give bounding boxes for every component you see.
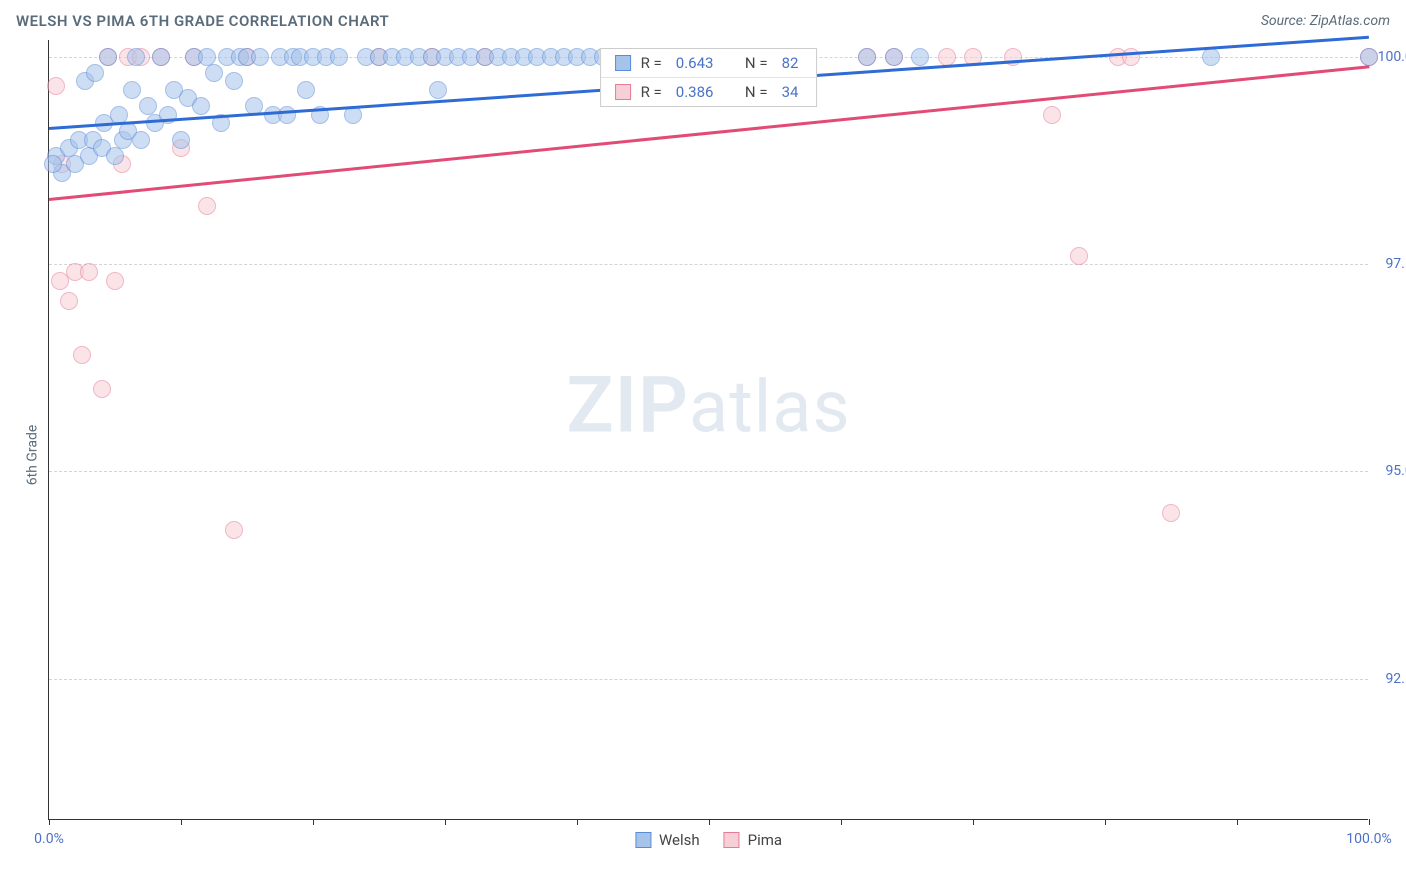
scatter-point	[80, 263, 98, 281]
y-axis-label: 6th Grade	[24, 425, 40, 486]
scatter-point	[1360, 48, 1378, 66]
x-tick-mark	[1369, 819, 1370, 825]
gridline	[49, 679, 1368, 680]
scatter-point	[132, 131, 150, 149]
watermark: ZIPatlas	[566, 361, 850, 452]
chart-source: Source: ZipAtlas.com	[1261, 13, 1390, 29]
scatter-point	[251, 48, 269, 66]
legend-swatch	[635, 832, 651, 848]
legend-swatch	[615, 55, 631, 71]
scatter-point	[93, 380, 111, 398]
scatter-point	[205, 64, 223, 82]
scatter-point	[106, 147, 124, 165]
x-tick-mark	[49, 819, 50, 825]
scatter-point	[127, 48, 145, 66]
scatter-point	[225, 72, 243, 90]
scatter-point	[60, 292, 78, 310]
scatter-point	[1043, 106, 1061, 124]
scatter-point	[330, 48, 348, 66]
x-tick-mark	[1237, 819, 1238, 825]
legend-item: Welsh	[635, 831, 700, 849]
scatter-point	[297, 81, 315, 99]
x-tick-mark	[445, 819, 446, 825]
scatter-point	[44, 155, 62, 173]
scatter-point	[858, 48, 876, 66]
legend-item: Pima	[724, 831, 782, 849]
legend-label: Welsh	[659, 831, 700, 849]
y-tick-label: 97.5%	[1385, 256, 1406, 272]
x-tick-mark	[1105, 819, 1106, 825]
x-tick-mark	[577, 819, 578, 825]
scatter-point	[172, 131, 190, 149]
scatter-plot: ZIPatlas 100.0%97.5%95.0%92.5%0.0%100.0%…	[48, 40, 1368, 820]
stats-row: R =0.643 N =82	[601, 49, 817, 78]
x-tick-mark	[313, 819, 314, 825]
scatter-point	[99, 48, 117, 66]
scatter-point	[106, 272, 124, 290]
scatter-point	[1122, 48, 1140, 66]
gridline	[49, 471, 1368, 472]
scatter-point	[47, 77, 65, 95]
x-tick-mark	[709, 819, 710, 825]
scatter-point	[911, 48, 929, 66]
scatter-point	[225, 521, 243, 539]
legend-swatch	[615, 84, 631, 100]
x-tick-mark	[973, 819, 974, 825]
scatter-point	[152, 48, 170, 66]
scatter-point	[123, 81, 141, 99]
scatter-point	[885, 48, 903, 66]
legend: Welsh Pima	[635, 831, 782, 849]
scatter-point	[429, 81, 447, 99]
y-tick-label: 100.0%	[1378, 49, 1406, 65]
y-tick-label: 95.0%	[1385, 463, 1406, 479]
chart-header: WELSH VS PIMA 6TH GRADE CORRELATION CHAR…	[8, 8, 1398, 40]
x-tick-mark	[181, 819, 182, 825]
legend-swatch	[724, 832, 740, 848]
chart-title: WELSH VS PIMA 6TH GRADE CORRELATION CHAR…	[16, 12, 389, 30]
scatter-point	[1162, 504, 1180, 522]
scatter-point	[86, 64, 104, 82]
stats-box: R =0.643 N =82R =0.386 N =34	[600, 48, 818, 107]
scatter-point	[73, 346, 91, 364]
scatter-point	[1202, 48, 1220, 66]
scatter-point	[139, 97, 157, 115]
x-tick-mark	[841, 819, 842, 825]
x-tick-label: 100.0%	[1346, 831, 1391, 847]
scatter-point	[938, 48, 956, 66]
y-tick-label: 92.5%	[1385, 671, 1406, 687]
scatter-point	[198, 197, 216, 215]
scatter-point	[192, 97, 210, 115]
legend-label: Pima	[748, 831, 782, 849]
x-tick-label: 0.0%	[34, 831, 64, 847]
stats-row: R =0.386 N =34	[601, 78, 817, 106]
gridline	[49, 264, 1368, 265]
scatter-point	[278, 106, 296, 124]
scatter-point	[198, 48, 216, 66]
chart-area: 6th Grade ZIPatlas 100.0%97.5%95.0%92.5%…	[8, 40, 1398, 870]
scatter-point	[1070, 247, 1088, 265]
